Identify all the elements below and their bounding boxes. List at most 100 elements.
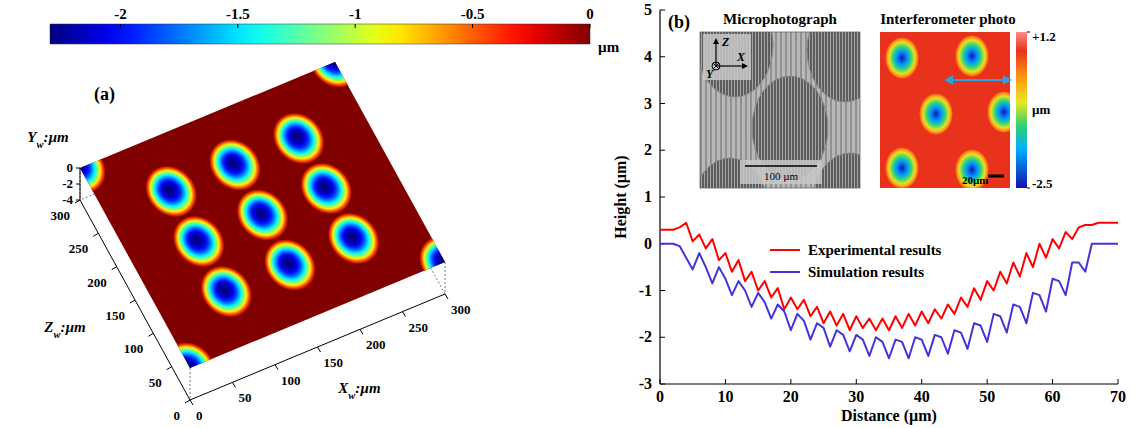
arrow-head bbox=[944, 75, 953, 85]
x-tick-label: 150 bbox=[324, 355, 344, 370]
y-tick-label: 5 bbox=[644, 1, 652, 18]
x-tick-label: 0 bbox=[656, 388, 664, 405]
x-tick-label: 0 bbox=[196, 408, 203, 423]
inset-colorbar-label: -2.5 bbox=[1032, 176, 1053, 191]
scale-bar-bg bbox=[740, 160, 822, 184]
dimple bbox=[410, 229, 481, 295]
x-tick bbox=[725, 379, 726, 384]
x-tick bbox=[660, 379, 661, 384]
z-tick bbox=[130, 300, 135, 303]
colorbar-tick bbox=[590, 24, 591, 28]
dimple bbox=[300, 29, 371, 95]
z-axis-title: Zw:µm bbox=[43, 319, 86, 340]
z-tick bbox=[112, 267, 117, 270]
y-tick-label: 1 bbox=[644, 188, 652, 205]
y-tick-label: -2 bbox=[62, 176, 73, 191]
z-axis-title-main: Z bbox=[43, 319, 53, 335]
y-tick bbox=[660, 384, 665, 385]
x-tick-label: 60 bbox=[1045, 388, 1061, 405]
colorbar-unit: µm bbox=[598, 39, 620, 55]
x-tick-label: 40 bbox=[914, 388, 930, 405]
colorbar-tick-label: 0 bbox=[586, 6, 594, 22]
y-tick bbox=[660, 290, 665, 291]
photo-dimple bbox=[987, 91, 1010, 133]
x-tick bbox=[1052, 379, 1053, 384]
x-axis-title: Xw:µm bbox=[337, 380, 380, 401]
x-axis bbox=[660, 383, 1118, 384]
y-tick bbox=[660, 150, 665, 151]
x-tick-label: 250 bbox=[409, 320, 429, 335]
colorbar-tick bbox=[355, 24, 356, 28]
z-tick-label: 250 bbox=[69, 241, 89, 256]
photo-dimple bbox=[700, 32, 773, 97]
interferometer bbox=[880, 32, 1010, 188]
dimple bbox=[155, 335, 226, 401]
scale-bar-label: 100 µm bbox=[764, 170, 799, 182]
arrow-head bbox=[713, 38, 719, 44]
inset-colorbar bbox=[1016, 32, 1027, 188]
y-axis-title: Height (µm) bbox=[612, 155, 630, 238]
inset-frame bbox=[700, 32, 860, 188]
x-tick bbox=[275, 365, 278, 370]
colorbar-tick-label: -1.5 bbox=[226, 6, 250, 22]
axes-icon-bg bbox=[703, 34, 751, 80]
y-tick-label: 4 bbox=[644, 48, 652, 65]
y-tick-label: 3 bbox=[644, 95, 652, 112]
dimple bbox=[191, 258, 262, 324]
dimple bbox=[291, 155, 362, 221]
dimple bbox=[136, 158, 207, 224]
axis-letter: Z bbox=[721, 35, 730, 49]
y-tick-label: 0 bbox=[644, 235, 652, 252]
inset-colorbar-label: +1.2 bbox=[1032, 29, 1056, 44]
figure: -2-1.5-1-0.50µm0501001502002503000501001… bbox=[0, 0, 1137, 428]
legend-label: Experimental results bbox=[808, 242, 942, 258]
z-tick-label: 200 bbox=[87, 275, 107, 290]
series-line bbox=[660, 244, 1118, 359]
z-tick bbox=[148, 333, 153, 336]
x-tick-label: 200 bbox=[366, 337, 386, 352]
dimple bbox=[263, 105, 334, 171]
y-axis-title-unit: :µm bbox=[43, 129, 68, 145]
photo-dimple bbox=[955, 35, 989, 77]
inset-colorbar-tick bbox=[1027, 188, 1030, 189]
dimple bbox=[227, 182, 298, 248]
axis-out-symbol bbox=[713, 63, 719, 69]
z-tick bbox=[185, 400, 190, 403]
dimple bbox=[255, 232, 326, 298]
z-tick-label: 50 bbox=[149, 375, 162, 390]
x-tick-label: 50 bbox=[979, 388, 995, 405]
axis-letter: X bbox=[736, 50, 746, 64]
measure-arrow bbox=[950, 79, 1006, 81]
plot-lines bbox=[660, 223, 1118, 359]
x-tick bbox=[403, 312, 406, 317]
z-tick bbox=[93, 233, 98, 236]
inset-title: Microphotograph bbox=[723, 11, 838, 27]
z-tick-label: 100 bbox=[124, 341, 144, 356]
y-tick bbox=[660, 56, 665, 57]
x-axis-title: Distance (µm) bbox=[841, 407, 937, 425]
x-tick bbox=[987, 379, 988, 384]
box-edge bbox=[190, 368, 191, 400]
colorbar-tick-label: -1 bbox=[349, 6, 362, 22]
y-tick bbox=[76, 200, 80, 201]
colorbar-tick bbox=[472, 24, 473, 28]
y-tick bbox=[660, 103, 665, 104]
x-tick-label: 20 bbox=[783, 388, 799, 405]
dimples bbox=[45, 29, 481, 401]
colorbar-tick bbox=[237, 24, 238, 28]
inset-colorbar-unit: µm bbox=[1032, 102, 1050, 117]
x-tick-label: 50 bbox=[239, 390, 252, 405]
dimple bbox=[200, 132, 271, 198]
x-tick bbox=[233, 382, 236, 387]
y-tick-label: -2 bbox=[639, 328, 652, 345]
scale-bar bbox=[988, 175, 1004, 178]
y-tick-label: 0 bbox=[67, 160, 74, 175]
x-tick bbox=[856, 379, 857, 384]
z-tick-label: 150 bbox=[106, 308, 126, 323]
z-tick bbox=[167, 367, 172, 370]
x-tick-label: 30 bbox=[848, 388, 864, 405]
inset-colorbar-tick bbox=[1027, 32, 1030, 33]
y-tick bbox=[660, 10, 665, 11]
z-axis-title-unit: :µm bbox=[60, 319, 85, 335]
surface-plane bbox=[80, 62, 445, 368]
